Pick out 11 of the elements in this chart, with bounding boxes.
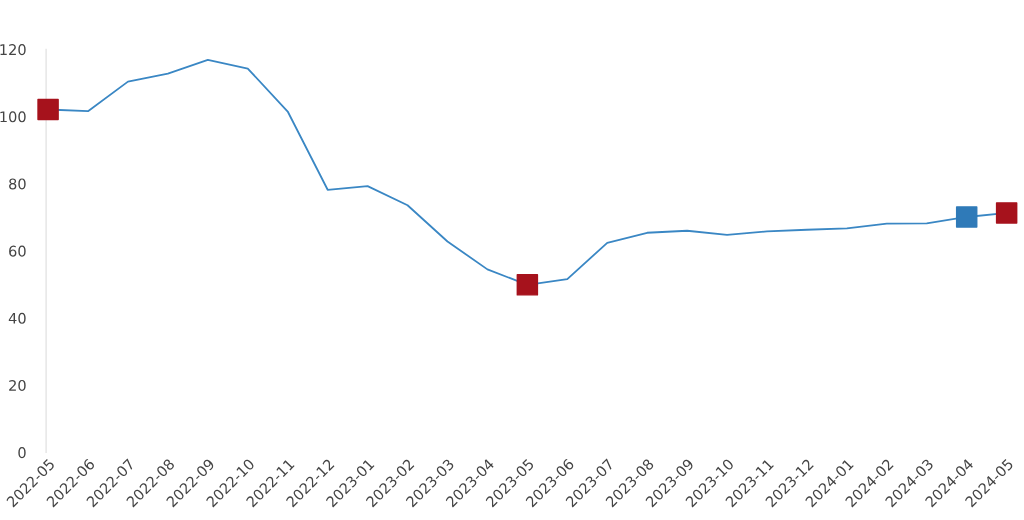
y-tick-label: 80 <box>9 178 26 190</box>
point <box>516 274 539 296</box>
y-tick-label: 120 <box>0 44 26 56</box>
point <box>37 98 59 121</box>
y-tick-label: 100 <box>0 111 26 123</box>
y-tick-label: 60 <box>9 245 26 257</box>
point <box>955 206 978 228</box>
point <box>995 202 1018 224</box>
y-tick-label: 0 <box>18 447 26 459</box>
y-tick-label: 40 <box>8 312 26 324</box>
y-tick-label: 20 <box>9 379 26 391</box>
